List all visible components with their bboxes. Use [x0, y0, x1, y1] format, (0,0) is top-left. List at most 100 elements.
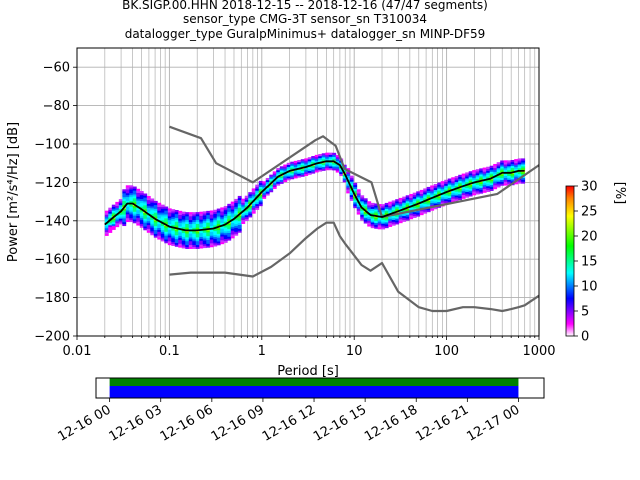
- density-cell: [241, 214, 246, 217]
- density-cell: [500, 168, 505, 171]
- density-cell: [482, 180, 487, 184]
- density-cell: [360, 204, 365, 208]
- density-cell: [374, 216, 379, 220]
- density-cell: [223, 219, 228, 222]
- density-cell: [213, 234, 218, 237]
- density-cell: [209, 241, 214, 244]
- density-cell: [272, 180, 277, 184]
- density-cell: [458, 184, 463, 187]
- density-cell: [157, 212, 162, 215]
- density-cell: [167, 223, 172, 226]
- density-cell: [269, 180, 274, 183]
- density-cell: [451, 200, 456, 203]
- density-cell: [433, 207, 438, 210]
- density-cell: [430, 187, 435, 190]
- density-cell: [454, 195, 459, 198]
- density-cell: [370, 208, 375, 211]
- density-cell: [237, 224, 242, 227]
- density-cell: [244, 205, 249, 208]
- density-cell: [405, 202, 410, 206]
- density-cell: [370, 218, 375, 221]
- density-cell: [213, 211, 218, 214]
- colorbar-tick-label: 0: [581, 330, 589, 345]
- density-cell: [500, 181, 505, 184]
- density-cell: [384, 204, 389, 208]
- density-cell: [108, 217, 113, 220]
- density-cell: [192, 244, 197, 248]
- density-cell: [115, 207, 120, 210]
- density-cell: [199, 230, 204, 234]
- density-cell: [206, 218, 211, 221]
- density-cell: [381, 227, 386, 230]
- density-cell: [199, 213, 204, 216]
- density-cell: [125, 214, 130, 217]
- density-cell: [178, 214, 183, 217]
- density-cell: [234, 231, 239, 234]
- density-cell: [171, 241, 176, 245]
- density-cell: [227, 219, 232, 222]
- density-cell: [321, 155, 326, 158]
- density-cell: [174, 210, 179, 213]
- density-cell: [293, 160, 298, 164]
- density-cell: [199, 236, 204, 239]
- density-cell: [178, 216, 183, 219]
- density-cell: [209, 214, 214, 217]
- density-cell: [248, 207, 253, 210]
- density-cell: [164, 214, 169, 217]
- density-cell: [279, 179, 284, 182]
- density-cell: [206, 241, 211, 244]
- density-cell: [521, 160, 526, 163]
- density-cell: [426, 188, 431, 192]
- timeline-tick-label: 12-16 09: [209, 402, 267, 444]
- density-cell: [451, 186, 456, 190]
- density-cell: [360, 202, 365, 206]
- density-cell: [468, 173, 473, 176]
- density-cell: [286, 172, 291, 175]
- density-cell: [234, 218, 239, 221]
- density-cell: [489, 182, 494, 186]
- density-cell: [160, 229, 165, 232]
- colorbar-tick-label: 15: [581, 255, 598, 270]
- density-cell: [104, 210, 109, 213]
- density-cell: [125, 187, 130, 190]
- density-cell: [150, 233, 155, 236]
- density-cell: [255, 194, 260, 197]
- density-cell: [227, 232, 232, 235]
- density-cell: [206, 212, 211, 216]
- density-cell: [230, 207, 235, 210]
- density-cell: [458, 193, 463, 197]
- density-cell: [521, 162, 526, 165]
- density-cell: [199, 211, 204, 214]
- density-cell: [311, 165, 316, 168]
- density-cell: [122, 195, 127, 198]
- density-cell: [493, 177, 498, 180]
- density-cell: [167, 233, 172, 236]
- density-cell: [213, 242, 218, 245]
- density-cell: [150, 200, 155, 203]
- density-cell: [118, 206, 123, 210]
- density-cell: [451, 184, 456, 188]
- density-cell: [293, 174, 298, 177]
- density-cell: [164, 229, 169, 232]
- density-cell: [195, 223, 200, 226]
- density-cell: [174, 223, 179, 226]
- density-cell: [244, 212, 249, 216]
- density-cell: [503, 168, 508, 171]
- density-cell: [416, 204, 421, 208]
- density-cell: [167, 227, 172, 230]
- density-cell: [255, 188, 260, 191]
- density-cell: [185, 219, 190, 223]
- density-cell: [430, 193, 435, 196]
- density-cell: [192, 235, 197, 238]
- density-cell: [241, 202, 246, 205]
- density-cell: [143, 201, 148, 204]
- density-cell: [374, 226, 379, 229]
- density-cell: [181, 242, 186, 245]
- density-cell: [213, 219, 218, 222]
- density-cell: [227, 236, 232, 239]
- density-cell: [244, 203, 249, 206]
- low-noise-model-line: [169, 221, 540, 313]
- density-cell: [230, 232, 235, 235]
- density-cell: [216, 229, 221, 232]
- density-cell: [164, 227, 169, 230]
